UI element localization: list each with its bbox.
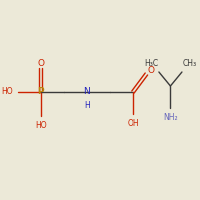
Text: H: H bbox=[84, 100, 90, 110]
Text: N: N bbox=[83, 88, 90, 97]
Text: P: P bbox=[37, 88, 44, 97]
Text: O: O bbox=[37, 58, 44, 68]
Text: CH₃: CH₃ bbox=[183, 59, 197, 68]
Text: HO: HO bbox=[1, 88, 13, 97]
Text: OH: OH bbox=[127, 119, 139, 128]
Text: O: O bbox=[148, 66, 155, 75]
Text: HO: HO bbox=[35, 121, 47, 130]
Text: H₃C: H₃C bbox=[144, 59, 158, 68]
Text: NH₂: NH₂ bbox=[163, 113, 178, 122]
